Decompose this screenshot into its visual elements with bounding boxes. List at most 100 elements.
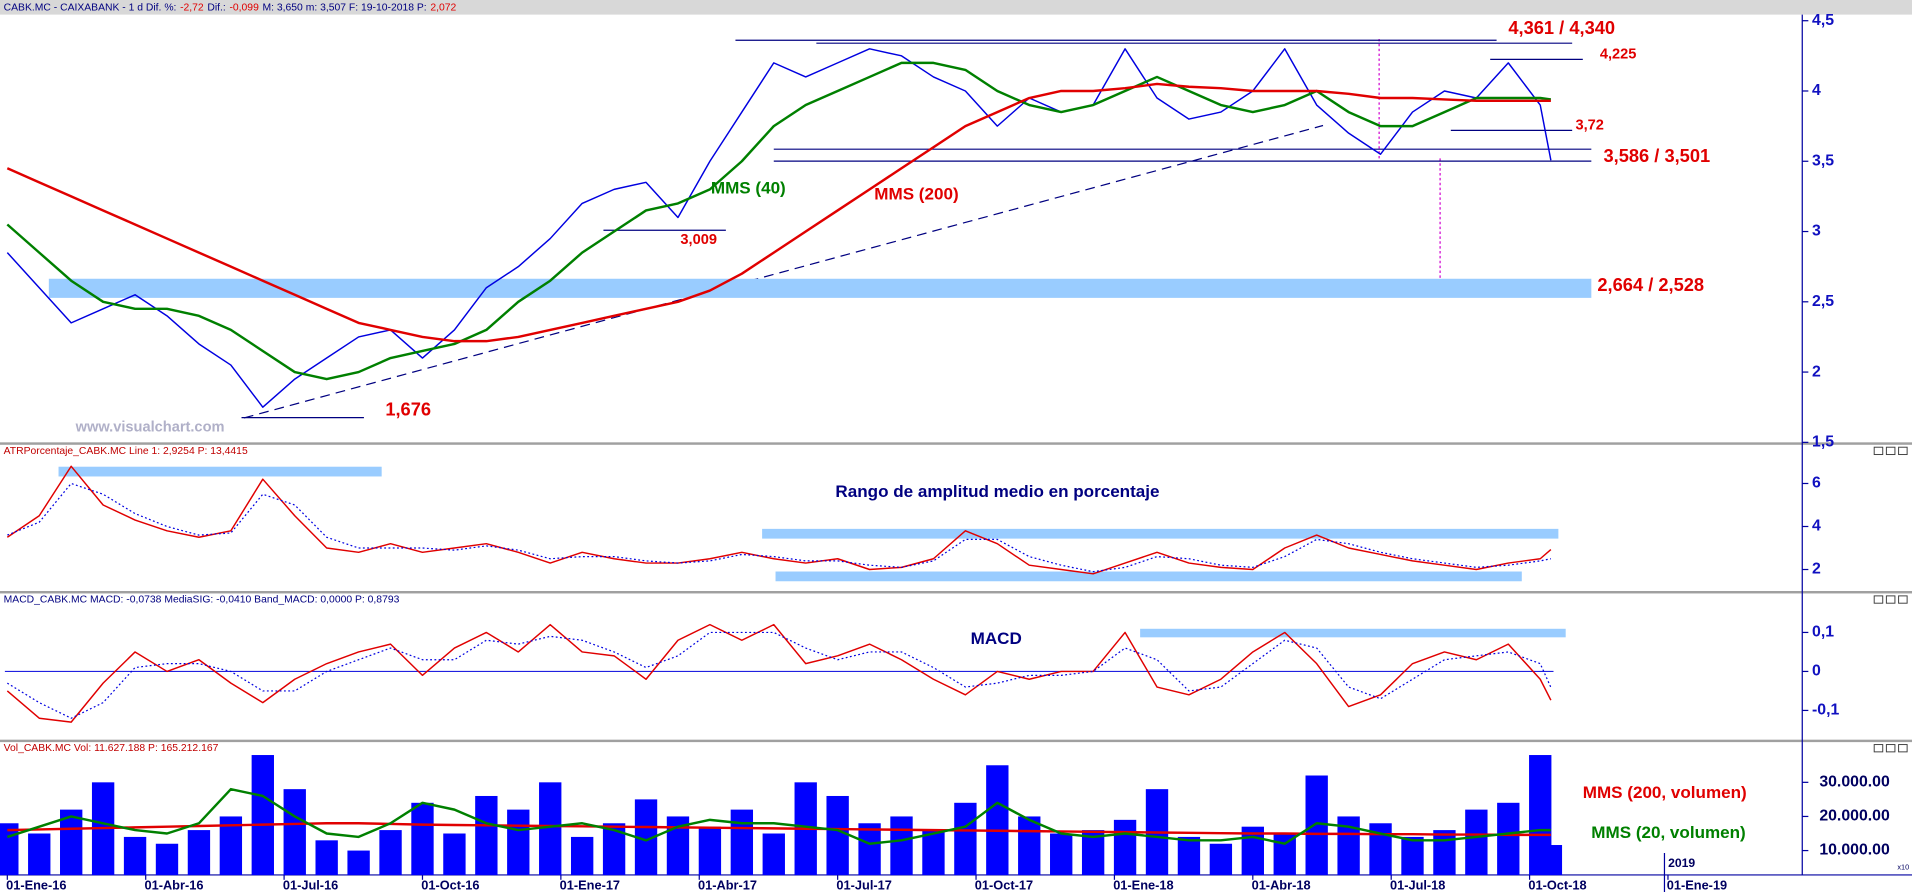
trend-line bbox=[243, 124, 1324, 419]
volume-bar bbox=[443, 833, 466, 875]
series-label: MMS (20, volumen) bbox=[1591, 823, 1745, 842]
volume-bar bbox=[155, 843, 179, 875]
minimize-button[interactable] bbox=[1873, 446, 1884, 456]
title-part: Vol_CABK.MC Vol: 11.627.188 P: 165.212.1… bbox=[4, 743, 219, 754]
level-label: 4,225 bbox=[1600, 47, 1637, 63]
volume-bar bbox=[1539, 845, 1563, 875]
x-tick-label: 01-Abr-17 bbox=[698, 877, 757, 892]
volume-bar bbox=[1369, 823, 1392, 875]
volume-bar bbox=[1050, 833, 1073, 875]
band bbox=[762, 528, 1559, 539]
level-label: 3,009 bbox=[680, 232, 717, 248]
y-tick-label: -0,1 bbox=[1812, 702, 1839, 719]
panel-title: ATRPorcentaje_CABK.MC Line 1: 2,9254 P: … bbox=[4, 446, 248, 457]
volume-bar bbox=[0, 823, 19, 875]
volume-bar bbox=[1337, 816, 1360, 875]
title-part: Dif.: bbox=[207, 2, 225, 13]
panel-title: MACD_CABK.MC MACD: -0,0738 MediaSIG: -0,… bbox=[4, 594, 400, 605]
title-part: -0,099 bbox=[229, 2, 259, 13]
volume-bar bbox=[1305, 775, 1328, 875]
volume-bar bbox=[1401, 836, 1424, 875]
volume-bar bbox=[411, 802, 434, 875]
title-part: MACD_CABK.MC MACD: -0,0738 MediaSIG: -0,… bbox=[4, 594, 400, 605]
x-tick-label: 01-Jul-18 bbox=[1390, 877, 1445, 892]
volume-bar bbox=[123, 836, 147, 875]
y-tick-label: 0 bbox=[1812, 663, 1821, 680]
level-label: 3,72 bbox=[1575, 117, 1603, 133]
volume-bar bbox=[475, 795, 498, 875]
year-label: 2019 bbox=[1668, 856, 1695, 870]
maximize-button[interactable] bbox=[1885, 595, 1896, 604]
level-label: 2,664 / 2,528 bbox=[1597, 274, 1704, 295]
annotation: Rango de amplitud medio en porcentaje bbox=[835, 482, 1159, 501]
volume-bar bbox=[283, 789, 306, 875]
y-tick-label: 30.000.00 bbox=[1819, 774, 1890, 791]
level-label: 1,676 bbox=[385, 398, 431, 419]
volume-bar bbox=[1177, 836, 1201, 875]
minimize-button[interactable] bbox=[1873, 595, 1884, 604]
x-tick-label: 01-Abr-16 bbox=[144, 877, 203, 892]
y-tick-label: 4,5 bbox=[1812, 12, 1834, 29]
maximize-button[interactable] bbox=[1885, 446, 1896, 456]
close-button[interactable] bbox=[1898, 446, 1908, 456]
y-tick-label: 2 bbox=[1812, 561, 1821, 578]
title-part: M: 3,650 m: 3,507 F: 19-10-2018 P: bbox=[262, 2, 426, 13]
x-tick-label: 01-Ene-17 bbox=[560, 877, 620, 892]
volume-bar bbox=[954, 802, 977, 875]
volume-bar bbox=[1497, 802, 1520, 875]
volume-bar bbox=[219, 816, 243, 875]
y-tick-label: 6 bbox=[1812, 475, 1821, 492]
series-line bbox=[6, 465, 1552, 575]
annotation: MACD bbox=[971, 629, 1022, 648]
minimize-button[interactable] bbox=[1873, 744, 1884, 753]
x-tick-label: 01-Ene-19 bbox=[1667, 877, 1727, 892]
series-label: MMS (40) bbox=[711, 178, 786, 197]
y-tick-label: 2,5 bbox=[1812, 293, 1834, 310]
title-part: 2,072 bbox=[430, 2, 456, 13]
volume-bar bbox=[826, 795, 849, 875]
series-line bbox=[6, 48, 1552, 408]
volume-bar bbox=[347, 850, 370, 875]
volume-bar bbox=[1018, 816, 1041, 875]
band bbox=[58, 466, 382, 477]
volume-bar bbox=[1209, 843, 1233, 875]
y-tick-label: 4 bbox=[1812, 518, 1821, 535]
panel-title: Vol_CABK.MC Vol: 11.627.188 P: 165.212.1… bbox=[4, 743, 219, 754]
y-tick-label: 3,5 bbox=[1812, 152, 1834, 169]
volume-bar bbox=[922, 830, 945, 875]
y-tick-label: 20.000.00 bbox=[1819, 808, 1890, 825]
volume-bar bbox=[1081, 830, 1105, 875]
volume-bar bbox=[60, 809, 83, 875]
y-tick-label: 1,5 bbox=[1812, 434, 1834, 451]
volume-bar bbox=[1433, 830, 1456, 875]
series-line bbox=[7, 822, 1551, 837]
volume-bar bbox=[1465, 809, 1488, 875]
close-button[interactable] bbox=[1898, 595, 1908, 604]
close-button[interactable] bbox=[1898, 744, 1908, 753]
x-tick-label: 01-Oct-17 bbox=[975, 877, 1033, 892]
panel-separator bbox=[0, 442, 1912, 445]
volume-bar bbox=[187, 830, 211, 875]
volume-bar bbox=[666, 816, 690, 875]
panel-title: CABK.MC - CAIXABANK - 1 d Dif. %: -2,72 Di… bbox=[4, 2, 457, 13]
volume-bar bbox=[1529, 755, 1552, 875]
y-tick-label: 0,1 bbox=[1812, 624, 1834, 641]
panel-separator bbox=[0, 739, 1912, 743]
series-label: MMS (200) bbox=[874, 184, 958, 203]
x-tick-label: 01-Jul-16 bbox=[283, 877, 338, 892]
title-part: CABK.MC - CAIXABANK - 1 d Dif. %: bbox=[4, 2, 177, 13]
x-tick-label: 01-Oct-16 bbox=[421, 877, 479, 892]
volume-bar bbox=[634, 799, 658, 875]
x-tick-label: 01-Oct-18 bbox=[1528, 877, 1586, 892]
series-line bbox=[6, 787, 1551, 845]
volume-bar bbox=[1273, 833, 1296, 875]
level-label: 3,586 / 3,501 bbox=[1603, 145, 1710, 166]
x-tick-label: 01-Jul-17 bbox=[836, 877, 891, 892]
series-line bbox=[6, 82, 1551, 343]
y-tick-label: 4 bbox=[1812, 82, 1821, 99]
level-label: 4,361 / 4,340 bbox=[1508, 17, 1615, 38]
maximize-button[interactable] bbox=[1885, 744, 1896, 753]
volume-bar bbox=[890, 816, 913, 875]
